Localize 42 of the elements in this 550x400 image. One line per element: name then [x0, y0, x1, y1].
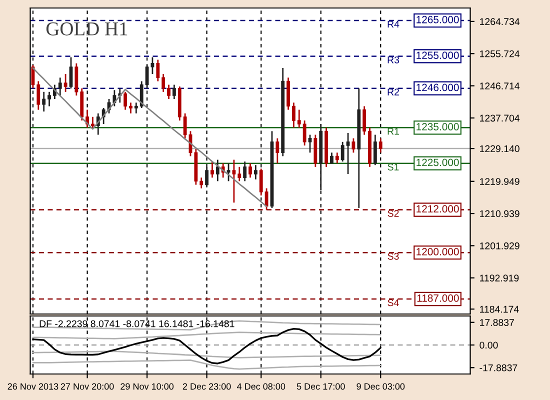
line-series [32, 320, 382, 330]
x-tick-label: 4 Dec 08:00 [236, 383, 286, 390]
ref-line-label: R1 [388, 128, 399, 135]
y-tick-label: 1219.949 [480, 178, 520, 185]
y-tick-label: 0.00 [480, 342, 498, 349]
text: GOLD H1 [46, 22, 128, 36]
line-series [32, 360, 382, 370]
y-tick-label: 1210.939 [480, 210, 520, 218]
x-tick-label: 27 Nov 20:00 [60, 383, 114, 390]
y-tick-label: -17.8837 [480, 364, 518, 372]
line-series [32, 332, 382, 340]
ref-line-label: S2 [388, 210, 399, 217]
annotation: 1235.000 [416, 123, 459, 130]
line-series [32, 350, 382, 358]
x-tick-label: 5 Dec 17:00 [296, 383, 345, 390]
y-tick-label: 1237.704 [480, 114, 520, 122]
ref-line-label: S4 [388, 299, 399, 306]
x-tick-label: 26 Nov 2013 [8, 383, 58, 390]
y-tick-label: 1246.714 [480, 82, 520, 90]
y-tick-label: 1255.724 [480, 50, 520, 58]
y-tick-label: 1264.734 [480, 18, 520, 26]
annotation: 1212.000 [416, 205, 459, 213]
ref-line-label: R3 [388, 56, 400, 64]
annotation: 1187.000 [417, 294, 459, 302]
x-tick-label: 29 Nov 10:00 [120, 383, 174, 390]
ref-line-label: R4 [388, 20, 400, 28]
line-series [32, 67, 268, 208]
y-tick-label: 1192.919 [480, 274, 519, 282]
annotation: 1265.000 [416, 16, 459, 24]
annotation: 1246.000 [416, 84, 459, 92]
x-tick-label: 9 Dec 03:00 [356, 383, 405, 390]
y-tick-label: 1201.929 [480, 242, 520, 250]
annotation: 1255.000 [416, 52, 459, 59]
y-tick-label: 17.8837 [480, 319, 514, 326]
ref-line-label: S3 [388, 252, 399, 260]
ref-line-label: R2 [388, 88, 399, 96]
annotation: 1225.000 [416, 158, 459, 166]
chart-title: DF -2.2239 8.0741 -8.0741 16.1481 -16.1481 [40, 320, 234, 328]
annotation: 1200.000 [416, 248, 459, 256]
x-tick-label: 2 Dec 23:00 [182, 383, 231, 390]
y-tick-label: 1184.174 [480, 306, 519, 313]
y-tick-label: 1229.140 [480, 145, 520, 152]
